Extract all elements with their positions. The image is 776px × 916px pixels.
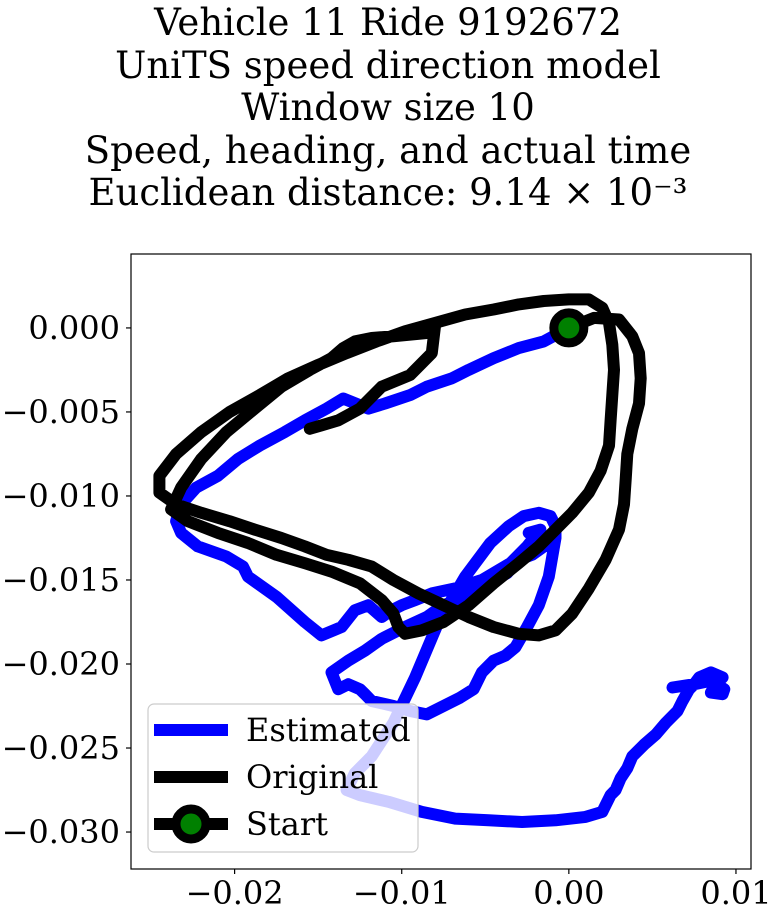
series-line-estimated: [170, 321, 731, 828]
y-tick-label: −0.025: [2, 729, 120, 767]
y-tick-label: −0.005: [2, 393, 120, 431]
title-line-4: Speed, heading, and actual time: [84, 128, 692, 172]
plot-frame: [130, 253, 752, 870]
x-tick-label: 0.01: [700, 874, 771, 912]
x-tick-label: 0.00: [533, 874, 604, 912]
legend-start-marker: [171, 804, 211, 844]
legend-start-label: Start: [246, 805, 328, 843]
x-tick-label: −0.01: [353, 874, 451, 912]
title-line-1: Vehicle 11 Ride 9192672: [154, 1, 622, 44]
chart-title: Vehicle 11 Ride 9192672 UniTS speed dire…: [0, 1, 776, 215]
start-marker: [549, 308, 589, 348]
y-tick-label: −0.015: [2, 561, 120, 599]
series-line-original: [153, 293, 647, 642]
legend-box: [147, 703, 419, 853]
series-layer: [153, 293, 731, 828]
y-tick-label: −0.030: [2, 813, 120, 851]
y-tick-label: −0.010: [2, 477, 120, 515]
y-tick-label: 0.000: [28, 309, 120, 347]
y-tick-label: −0.020: [2, 645, 120, 683]
legend-original-label: Original: [246, 758, 378, 796]
ticks-layer: −0.02 −0.01 0.00 0.01 0.000 −0.005 −0.010 −0.01…: [2, 309, 772, 912]
title-line-5: Euclidean distance: 9.14 × 10⁻³: [88, 171, 688, 214]
title-line-3: Window size 10: [241, 86, 535, 129]
legend: Estimated Original Start: [147, 703, 419, 853]
title-line-2: UniTS speed direction model: [115, 43, 661, 87]
legend-estimated-label: Estimated: [246, 711, 411, 749]
x-tick-label: −0.02: [186, 874, 284, 912]
